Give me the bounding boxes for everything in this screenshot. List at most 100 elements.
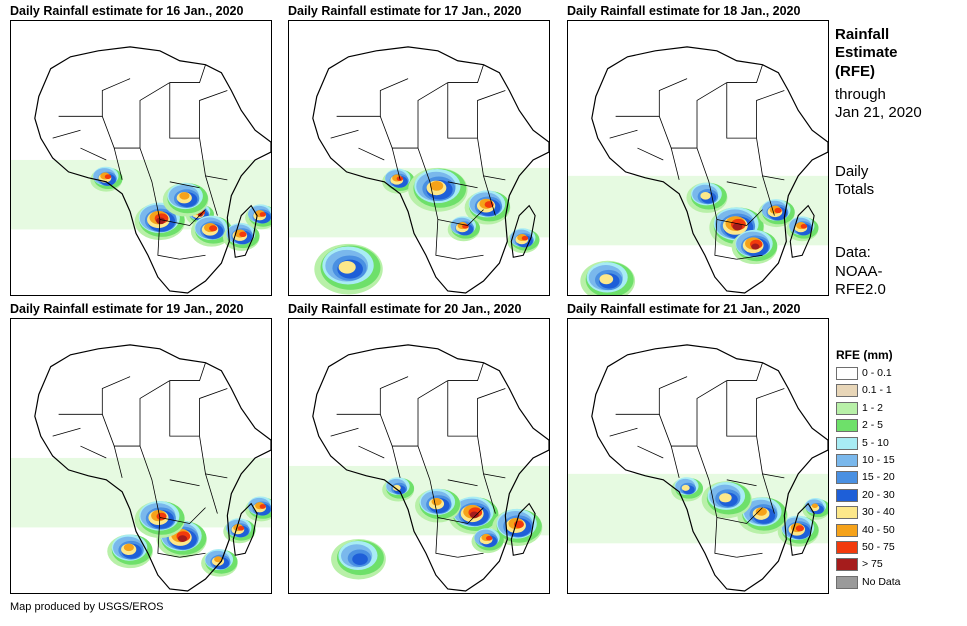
country-border: [457, 552, 484, 558]
map-canvas: [568, 46, 828, 295]
map-canvas: [11, 344, 271, 592]
legend-label: 1 - 2: [862, 401, 884, 414]
legend-swatch: [836, 558, 858, 572]
africa-coastline: [591, 344, 828, 592]
country-border: [139, 147, 161, 220]
legend-label: 40 - 50: [862, 523, 895, 536]
country-border: [113, 147, 123, 180]
country-border: [714, 219, 737, 260]
country-border: [379, 116, 419, 149]
map-panel-18-jan: Daily Rainfall estimate for 18 Jan., 202…: [567, 4, 829, 304]
country-border: [358, 147, 385, 161]
country-border: [139, 380, 170, 447]
legend-label: 0.1 - 1: [862, 384, 892, 397]
country-border: [417, 445, 439, 518]
country-border: [658, 414, 698, 447]
country-border: [58, 78, 131, 117]
country-border: [726, 82, 757, 139]
rainfall-area: [774, 207, 782, 214]
panel-title: Daily Rainfall estimate for 18 Jan., 202…: [567, 4, 801, 18]
rainfall-map: [567, 20, 829, 296]
legend-swatch: [836, 471, 858, 485]
africa-coastline: [34, 344, 271, 592]
panel-title: Daily Rainfall estimate for 17 Jan., 202…: [288, 4, 522, 18]
rainfall-area: [681, 484, 690, 491]
map-canvas: [289, 46, 549, 295]
map-canvas: [289, 344, 549, 592]
side-data-source-2: RFE2.0: [835, 281, 886, 298]
rainfall-area: [431, 498, 442, 506]
legend-swatch: [836, 488, 858, 502]
country-border: [726, 380, 757, 437]
africa-coastline: [591, 46, 828, 294]
country-border: [139, 82, 170, 149]
country-border: [696, 147, 718, 220]
country-border: [483, 473, 496, 514]
country-border: [336, 376, 409, 415]
country-border: [637, 147, 664, 161]
legend-label: 0 - 0.1: [862, 367, 892, 379]
country-border: [330, 427, 359, 437]
legend-label: 15 - 20: [862, 471, 895, 484]
legend-swatch: [836, 540, 858, 554]
legend-label: 5 - 10: [862, 436, 889, 449]
madagascar-outline: [232, 502, 258, 556]
side-data-label: Data:: [835, 244, 871, 261]
country-border: [762, 473, 775, 514]
legend-swatch: [836, 453, 858, 467]
country-border: [157, 219, 180, 260]
country-border: [447, 64, 484, 83]
country-border: [139, 445, 161, 518]
legend-swatch: [836, 419, 858, 433]
country-border: [756, 388, 785, 437]
rainfall-map: [10, 318, 272, 594]
country-border: [159, 209, 206, 226]
country-border: [726, 479, 757, 487]
side-daily-label: Daily: [835, 163, 869, 180]
map-panel-19-jan: Daily Rainfall estimate for 19 Jan., 202…: [10, 302, 272, 602]
country-border: [447, 479, 478, 487]
country-border: [179, 254, 206, 260]
rainfall-map: [10, 20, 272, 296]
rainfall-area: [239, 231, 247, 237]
side-totals-label: Totals: [835, 181, 875, 198]
rainfall-area: [259, 504, 266, 509]
country-border: [716, 507, 763, 524]
legend-title: RFE (mm): [836, 348, 893, 362]
africa-coastline: [312, 46, 549, 294]
panel-title: Daily Rainfall estimate for 16 Jan., 202…: [10, 4, 244, 18]
country-border: [736, 254, 763, 260]
country-border: [696, 380, 727, 447]
country-border: [756, 138, 785, 181]
country-border: [609, 129, 638, 139]
country-border: [736, 552, 763, 558]
side-through-label: through: [835, 86, 886, 103]
africa-coastline: [34, 46, 271, 294]
map-panel-17-jan: Daily Rainfall estimate for 17 Jan., 202…: [288, 4, 550, 304]
rainfall-area: [156, 512, 167, 521]
country-border: [417, 147, 439, 220]
country-border: [159, 507, 206, 524]
country-border: [637, 445, 664, 459]
rainfall-area: [485, 535, 493, 541]
country-border: [716, 209, 763, 226]
legend-swatch: [836, 575, 858, 589]
country-border: [113, 445, 123, 478]
madagascar-outline: [510, 204, 536, 258]
country-border: [391, 147, 401, 180]
rainfall-area: [430, 181, 444, 191]
country-border: [358, 445, 385, 459]
legend-label: 10 - 15: [862, 453, 895, 466]
country-border: [726, 362, 763, 381]
madagascar-outline: [789, 502, 815, 556]
country-border: [169, 479, 200, 487]
country-border: [417, 380, 448, 447]
country-border: [330, 129, 359, 139]
country-border: [199, 388, 228, 437]
country-border: [435, 517, 458, 558]
country-border: [179, 552, 206, 558]
legend-label: 2 - 5: [862, 419, 884, 432]
country-border: [199, 90, 228, 139]
panel-title: Daily Rainfall estimate for 19 Jan., 202…: [10, 302, 244, 316]
rainfall-area: [104, 174, 112, 180]
